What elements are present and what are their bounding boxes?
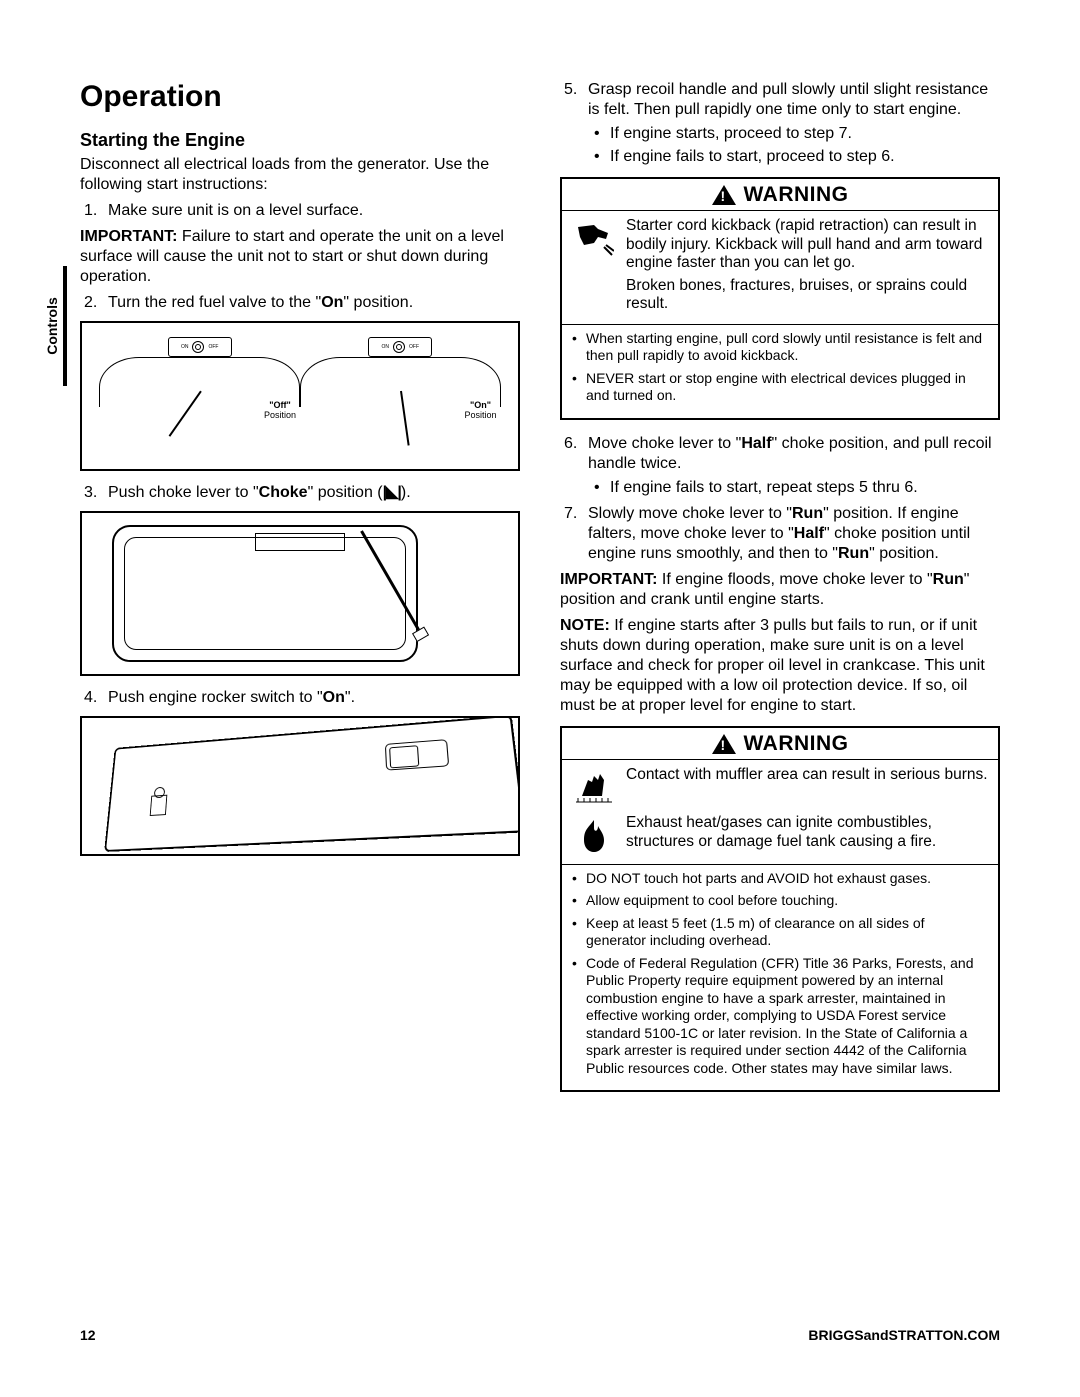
figure-rocker-switch (80, 716, 520, 856)
step-7: Slowly move choke lever to "Run" positio… (588, 504, 1000, 564)
kickback-hand-icon (572, 217, 616, 261)
warning-triangle-icon (712, 185, 736, 205)
step-3: Push choke lever to "Choke" position (|◣… (108, 483, 520, 503)
step-1: Make sure unit is on a level surface. (108, 201, 520, 221)
step-5a: If engine starts, proceed to step 7. (610, 124, 1000, 144)
page-footer: 12 BRIGGSandSTRATTON.COM (80, 1327, 1000, 1343)
warning-hazard-text: Starter cord kickback (rapid retraction)… (626, 217, 988, 273)
step-2: Turn the red fuel valve to the "On" posi… (108, 293, 520, 313)
warning-title: WARNING (562, 179, 998, 211)
step-6a: If engine fails to start, repeat steps 5… (610, 478, 1000, 498)
step-4: Push engine rocker switch to "On". (108, 688, 520, 708)
page-title: Operation (80, 80, 520, 114)
footer-url: BRIGGSandSTRATTON.COM (808, 1327, 1000, 1343)
fire-icon (572, 814, 616, 858)
step-5b: If engine fails to start, proceed to ste… (610, 147, 1000, 167)
warning-bullet: NEVER start or stop engine with electric… (586, 370, 988, 405)
warning-triangle-icon (712, 734, 736, 754)
important-note-2: IMPORTANT: If engine floods, move choke … (560, 570, 1000, 610)
warning-bullet: Keep at least 5 feet (1.5 m) of clearanc… (586, 915, 988, 950)
step-5: Grasp recoil handle and pull slowly unti… (588, 80, 1000, 167)
burn-hand-icon (572, 766, 616, 810)
step-6: Move choke lever to "Half" choke positio… (588, 434, 1000, 498)
intro-paragraph: Disconnect all electrical loads from the… (80, 155, 520, 195)
section-heading: Starting the Engine (80, 130, 520, 151)
side-tab: Controls (44, 266, 67, 386)
warning-bullet: Allow equipment to cool before touching. (586, 892, 988, 910)
important-note-1: IMPORTANT: Failure to start and operate … (80, 227, 520, 287)
warning-bullet: When starting engine, pull cord slowly u… (586, 330, 988, 365)
note-paragraph: NOTE: If engine starts after 3 pulls but… (560, 616, 1000, 716)
warning-hazard-text: Contact with muffler area can result in … (626, 766, 988, 785)
warning-hazard-text: Broken bones, fractures, bruises, or spr… (626, 277, 988, 314)
right-column: Grasp recoil handle and pull slowly unti… (560, 80, 1000, 1106)
figure-fuel-valve: ONOFF "Off"Position ONOFF "On"Position (80, 321, 520, 471)
figure-choke-lever (80, 511, 520, 676)
page-number: 12 (80, 1327, 96, 1343)
warning-title: WARNING (562, 728, 998, 760)
warning-box-burns: WARNING Contact with muffler area can re… (560, 726, 1000, 1093)
left-column: Operation Starting the Engine Disconnect… (80, 80, 520, 1106)
warning-box-kickback: WARNING Starter cord kickback (rapid ret… (560, 177, 1000, 420)
main-content: Operation Starting the Engine Disconnect… (80, 80, 1000, 1106)
warning-bullet: DO NOT touch hot parts and AVOID hot exh… (586, 870, 988, 888)
warning-hazard-text: Exhaust heat/gases can ignite combustibl… (626, 814, 988, 851)
warning-bullet: Code of Federal Regulation (CFR) Title 3… (586, 955, 988, 1078)
